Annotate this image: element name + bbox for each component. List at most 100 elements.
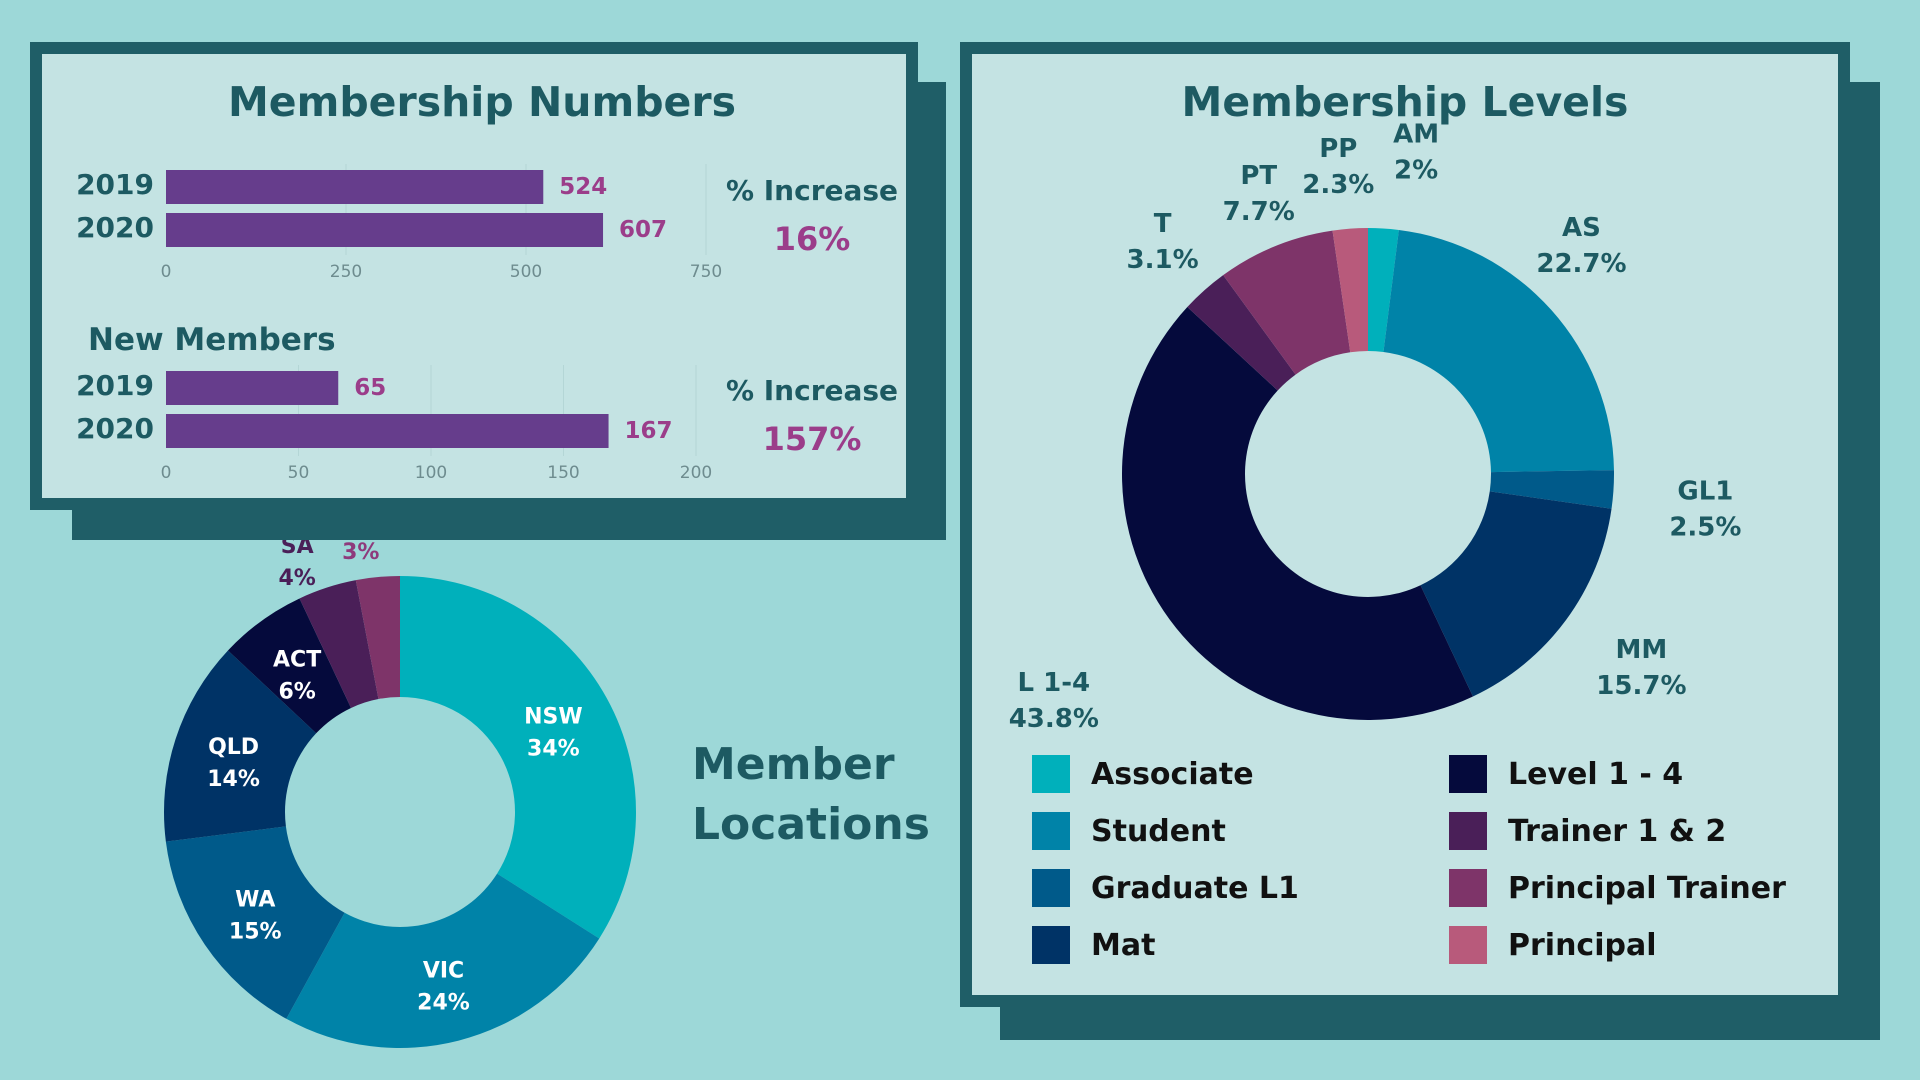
slice-value-label: 3.1% <box>1127 245 1199 275</box>
membership-numbers-bar-chart: 0 250 500 750 2019 524 2020 607 0 50 100 150 200 201… <box>76 164 898 483</box>
legend-swatch <box>1449 926 1487 964</box>
x-tick-label: 200 <box>680 463 712 483</box>
x-tick-label: 750 <box>690 262 722 282</box>
slice-value-label: 15% <box>229 919 282 944</box>
bar-value-label: 524 <box>559 174 607 200</box>
slice-label: WA <box>235 887 275 912</box>
legend-label: Trainer 1 & 2 <box>1508 813 1727 849</box>
legend-label: Principal <box>1508 927 1657 963</box>
slice-label: PT <box>1240 161 1277 191</box>
slice-label: ACT <box>273 647 321 672</box>
legend-item: Trainer 1 & 2 <box>1449 811 1726 851</box>
slice-label: MM <box>1616 635 1668 665</box>
member-locations-title-line1: Member <box>692 739 895 790</box>
x-tick-label: 0 <box>161 463 172 483</box>
slice-value-label: 6% <box>278 679 315 704</box>
new-members-title: New Members <box>88 322 336 358</box>
bar <box>166 213 604 247</box>
legend-item: Principal Trainer <box>1449 868 1786 908</box>
slice-label: GL1 <box>1677 477 1733 507</box>
donut-slice <box>286 873 600 1048</box>
slice-label: QLD <box>208 735 259 760</box>
new-members-increase-label: % Increase <box>726 374 898 407</box>
legend-item: Associate <box>1032 754 1254 794</box>
donut-slice <box>1223 230 1351 375</box>
slice-value-label: 3% <box>342 540 379 565</box>
legend-label: Principal Trainer <box>1508 870 1786 906</box>
slice-value-label: 7.7% <box>1223 197 1295 227</box>
legend-swatch <box>1449 869 1487 907</box>
legend-item: Graduate L1 <box>1032 868 1299 908</box>
donut-slice <box>1368 228 1399 352</box>
slice-value-label: 34% <box>527 737 580 762</box>
donut-slice <box>1332 228 1368 353</box>
slice-label: NSW <box>524 705 583 730</box>
category-label: 2020 <box>76 412 154 445</box>
slice-value-label: 14% <box>207 767 260 792</box>
member-locations-title: Member Locations <box>692 735 930 855</box>
slice-value-label: 15.7% <box>1596 671 1686 701</box>
legend-swatch <box>1032 755 1070 793</box>
membership-numbers-panel: Membership Numbers 0 250 500 750 2019 524 2020… <box>30 42 918 510</box>
legend-swatch <box>1449 755 1487 793</box>
slice-value-label: 4% <box>279 566 316 591</box>
category-label: 2019 <box>76 168 154 201</box>
legend-label: Associate <box>1091 756 1254 792</box>
legend-item: Principal <box>1449 925 1657 965</box>
x-tick-label: 0 <box>161 262 172 282</box>
slice-label: VIC <box>423 959 464 984</box>
legend-swatch <box>1032 869 1070 907</box>
membership-levels-panel: Membership Levels AM 2% AS 22.7% GL1 2.5% MM 15… <box>960 42 1850 1007</box>
bar-value-label: 607 <box>619 217 667 243</box>
slice-value-label: 2% <box>1394 156 1438 186</box>
slice-value-label: 22.7% <box>1536 249 1626 279</box>
donut-slice <box>355 576 400 700</box>
slice-label: L 1-4 <box>1018 668 1091 698</box>
slice-label: PP <box>1319 134 1357 164</box>
membership-levels-title: Membership Levels <box>1181 78 1629 126</box>
bar-value-label: 65 <box>354 375 386 401</box>
donut-slice <box>1420 491 1612 697</box>
legend-item: Level 1 - 4 <box>1449 754 1683 794</box>
slice-value-label: 43.8% <box>1009 704 1099 734</box>
x-tick-label: 500 <box>510 262 542 282</box>
donut-slice <box>299 580 379 708</box>
x-tick-label: 50 <box>288 463 310 483</box>
slice-value-label: 24% <box>417 991 470 1016</box>
donut-slice <box>165 826 345 1019</box>
membership-increase-value: 16% <box>774 220 851 258</box>
legend-swatch <box>1032 926 1070 964</box>
legend-label: Graduate L1 <box>1091 870 1299 906</box>
bar <box>166 170 544 204</box>
slice-label: AS <box>1562 213 1601 243</box>
membership-increase-label: % Increase <box>726 174 898 207</box>
slice-label: T <box>1154 209 1172 239</box>
membership-levels-donut-chart: AM 2% AS 22.7% GL1 2.5% MM 15.7% L 1-4 43.8% T 3.1%… <box>1009 120 1742 734</box>
donut-slice <box>164 650 317 842</box>
donut-slice <box>1383 229 1614 473</box>
membership-numbers-title: Membership Numbers <box>228 78 736 126</box>
new-members-increase-value: 157% <box>763 420 862 458</box>
member-locations-title-line2: Locations <box>692 799 930 850</box>
bar <box>166 414 609 448</box>
donut-slice <box>400 576 636 939</box>
bar-value-label: 167 <box>625 418 673 444</box>
donut-slice <box>227 598 352 734</box>
x-tick-label: 100 <box>415 463 447 483</box>
legend-item: Mat <box>1032 925 1155 965</box>
slice-value-label: 2.5% <box>1669 513 1741 543</box>
bar <box>166 371 339 405</box>
x-tick-label: 150 <box>547 463 579 483</box>
donut-slice <box>1489 470 1614 509</box>
legend-swatch <box>1449 812 1487 850</box>
legend-item: Student <box>1032 811 1226 851</box>
legend-label: Level 1 - 4 <box>1508 756 1684 792</box>
slice-label: AM <box>1393 120 1439 150</box>
legend-label: Student <box>1091 813 1226 849</box>
x-tick-label: 250 <box>330 262 362 282</box>
slice-label: SA <box>281 540 314 559</box>
category-label: 2019 <box>76 369 154 402</box>
donut-slice <box>1187 275 1296 391</box>
legend-swatch <box>1032 812 1070 850</box>
